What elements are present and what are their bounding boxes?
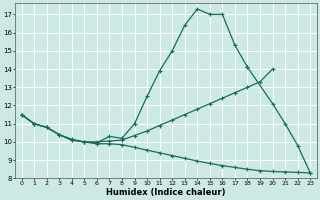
X-axis label: Humidex (Indice chaleur): Humidex (Indice chaleur): [106, 188, 226, 197]
